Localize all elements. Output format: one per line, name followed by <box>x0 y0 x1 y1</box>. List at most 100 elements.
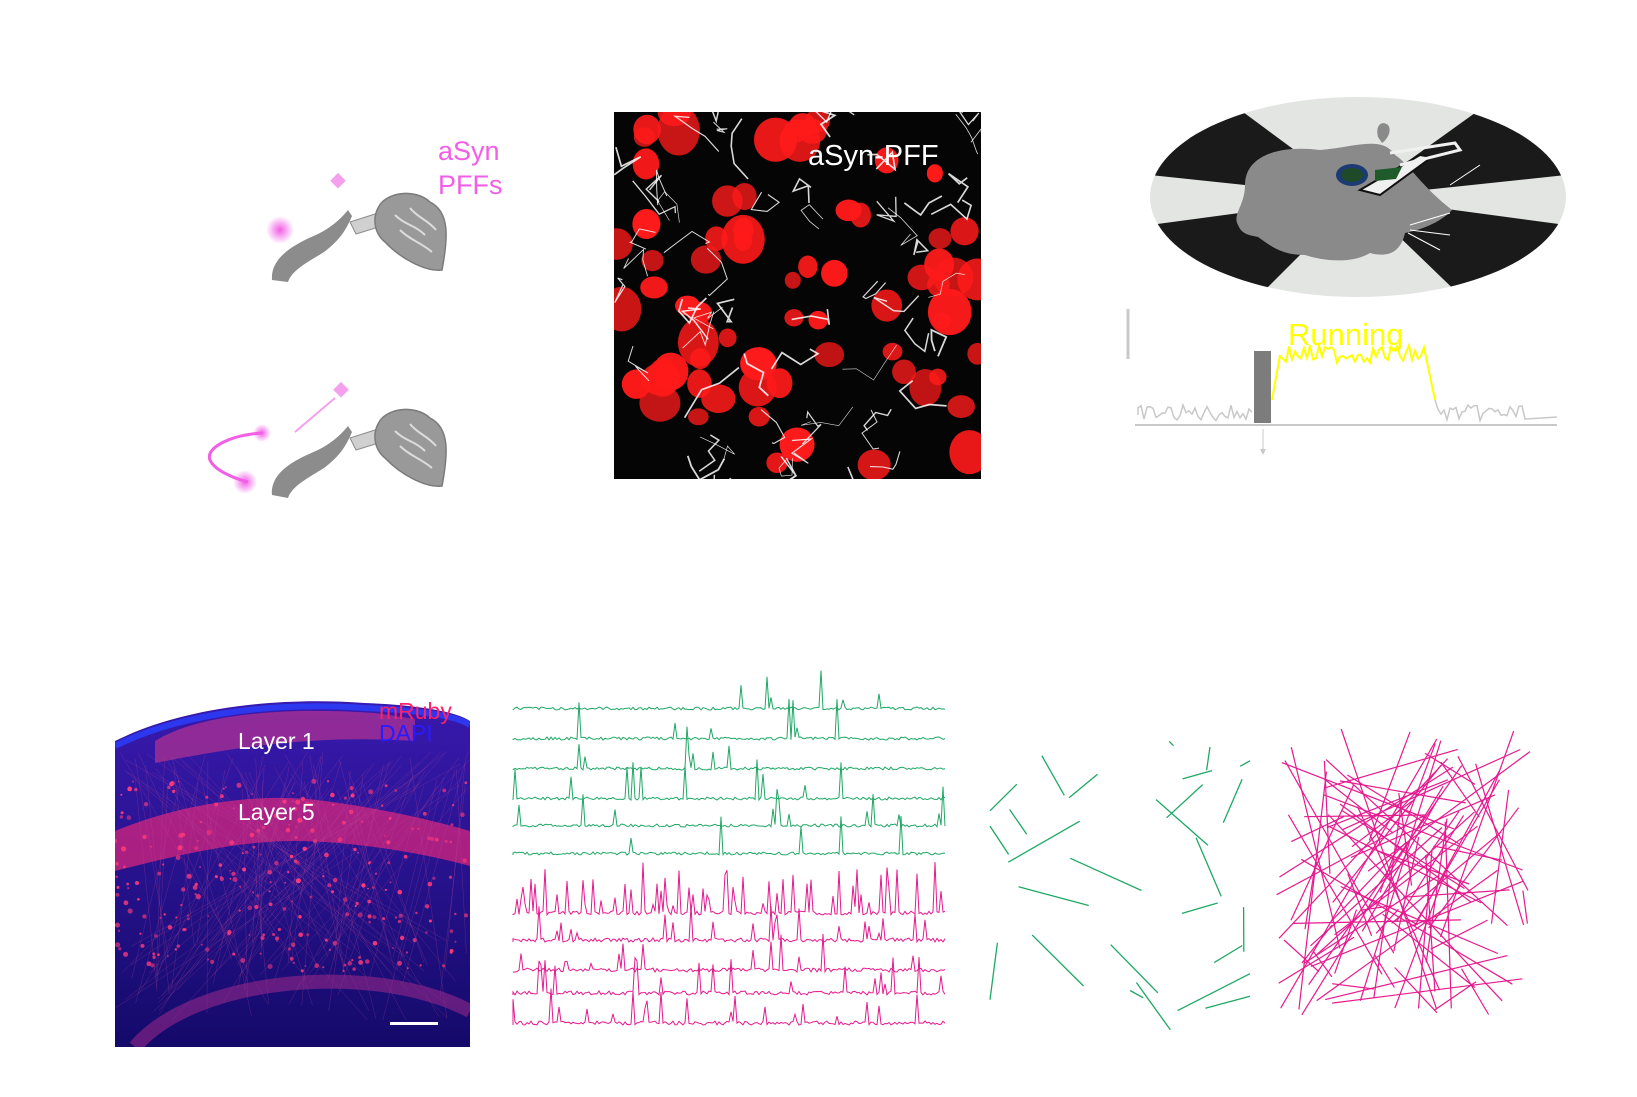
histology-image <box>115 691 470 1047</box>
green-network-edge <box>1041 755 1065 796</box>
trace-rest-segment <box>1137 402 1253 422</box>
green-network-edge <box>1222 778 1243 823</box>
asyn-fiber <box>698 434 721 472</box>
asyn-fiber <box>930 199 973 221</box>
cell-body <box>950 217 979 246</box>
cell-body <box>779 427 815 462</box>
cell-body <box>632 148 660 180</box>
green-calcium-trace <box>512 759 946 802</box>
magenta-network-edge <box>1325 759 1508 927</box>
magenta-network-edge <box>1377 850 1470 885</box>
magenta-network-edge <box>1368 731 1411 841</box>
magenta-network-edge <box>1396 815 1465 922</box>
asyn-fiber <box>780 455 798 479</box>
magenta-network-edge <box>1290 784 1355 921</box>
magenta-calcium-trace <box>512 862 946 917</box>
cell-body <box>718 328 737 348</box>
asyn-fiber <box>959 112 980 126</box>
asyn-fiber <box>847 466 854 479</box>
asyn-fiber <box>842 344 897 381</box>
cell-body <box>712 185 743 217</box>
magenta-network-edge <box>1291 815 1345 843</box>
asyn-fiber <box>869 451 901 470</box>
asyn-fiber <box>862 280 887 300</box>
asyn-fiber <box>629 228 656 250</box>
magenta-network-edge <box>1374 954 1395 988</box>
calcium-traces-panel <box>510 660 950 1055</box>
asyn-fiber <box>867 150 897 172</box>
green-network-edge <box>1135 982 1171 1031</box>
cell-body <box>701 384 736 414</box>
histology-panel: mRuby DAPI Layer 1 Layer 5 <box>115 691 470 1047</box>
asyn-fiber <box>947 172 970 204</box>
layer1-label: Layer 1 <box>238 728 315 754</box>
magenta-network-edge <box>1278 758 1449 939</box>
green-network-edge <box>1168 740 1174 747</box>
trace-running-segment <box>1271 341 1436 401</box>
asyn-fiber <box>627 345 650 382</box>
asyn-fiber <box>711 112 719 124</box>
cell-body <box>640 276 668 299</box>
cell-body <box>675 295 700 316</box>
magenta-network-edge <box>1327 825 1482 904</box>
cell-body <box>748 406 770 427</box>
magenta-network-edge <box>1293 919 1461 924</box>
asyn-fiber <box>791 308 831 325</box>
magenta-network-edge <box>1290 747 1341 949</box>
asyn-fiber <box>680 307 709 340</box>
magenta-network-edge <box>1327 814 1503 1002</box>
magenta-network-edge <box>1394 967 1438 1014</box>
asyn-fiber <box>713 121 728 134</box>
cell-body <box>808 310 828 330</box>
asyn-fiber <box>677 297 707 325</box>
magenta-network-edge <box>1439 730 1515 938</box>
magenta-network-edge <box>1342 748 1521 831</box>
magenta-network-edge <box>1375 908 1399 934</box>
asyn-fiber <box>955 114 979 155</box>
white-matter-band <box>129 974 470 1047</box>
brain-section-icon <box>271 426 352 498</box>
magenta-network-edge <box>1522 890 1528 924</box>
asyn-fiber <box>819 112 837 138</box>
asyn-fiber <box>801 410 822 445</box>
cell-body <box>926 164 943 183</box>
asyn-fiber <box>672 115 720 152</box>
green-network-edge <box>1110 944 1159 994</box>
green-network-edge <box>1213 944 1243 964</box>
cell-body <box>646 358 680 397</box>
magenta-network-edge <box>1424 810 1460 860</box>
green-network-edge <box>1177 973 1251 1012</box>
asyn-fiber <box>903 195 943 217</box>
cell-body <box>932 312 952 329</box>
green-network-edge <box>1195 837 1222 897</box>
green-calcium-trace <box>512 726 946 771</box>
cell-body <box>949 430 981 475</box>
magenta-network-edge <box>1417 851 1433 1009</box>
magenta-network-edge <box>1312 950 1333 978</box>
cell-body <box>738 368 777 407</box>
asyn-fiber <box>790 438 814 464</box>
asyn-fiber <box>657 191 680 223</box>
calcium-traces <box>512 670 946 1026</box>
magenta-network-edge <box>1359 740 1442 1001</box>
network-diagrams <box>989 728 1531 1031</box>
asyn-fiber <box>700 436 735 461</box>
asyn-fiber <box>663 230 711 254</box>
asyn-fiber <box>800 406 854 427</box>
magenta-network-edge <box>1440 761 1480 818</box>
magenta-network-edge <box>1276 815 1425 896</box>
asyn-fiber <box>861 409 880 450</box>
legend-mruby: mRuby <box>379 698 452 724</box>
cell-body <box>687 369 712 398</box>
asyn-fiber <box>716 298 735 323</box>
green-calcium-trace <box>512 698 946 741</box>
magenta-network-edge <box>1304 814 1427 818</box>
green-calcium-trace <box>512 786 946 829</box>
magenta-network-edge <box>1347 873 1373 937</box>
cell-body <box>784 309 804 327</box>
magenta-network-edge <box>1339 780 1466 804</box>
pipette-line <box>294 397 336 433</box>
cerebellum-icon <box>374 408 447 487</box>
asyn-fiber <box>623 248 649 277</box>
magenta-network-edge <box>1430 919 1488 950</box>
